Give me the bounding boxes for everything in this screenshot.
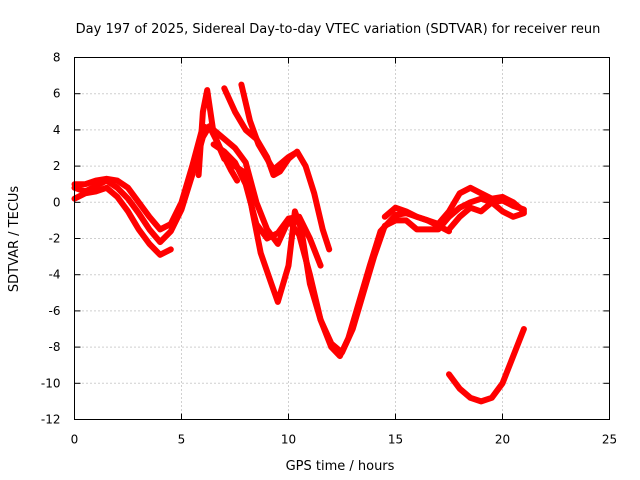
chart-title: Day 197 of 2025, Sidereal Day-to-day VTE… (76, 22, 601, 37)
y-axis-label: SDTVAR / TECUs (7, 186, 22, 293)
y-tick-label: -8 (49, 340, 61, 354)
series-line-track-g (210, 141, 324, 269)
series-line-track-f (238, 81, 298, 173)
y-tick-label: 4 (53, 123, 61, 137)
y-tick-label: 8 (53, 51, 61, 65)
y-tick-labels: -12 -10 -8 -6 -4 -2 0 2 4 6 8 (41, 51, 61, 427)
x-tick-label: 15 (388, 433, 403, 447)
y-tick-label: -10 (41, 376, 61, 390)
x-tick-label: 5 (178, 433, 186, 447)
x-tick-label: 10 (281, 433, 296, 447)
x-tick-label: 20 (495, 433, 510, 447)
x-tick-labels: 0 5 10 15 20 25 (71, 433, 617, 447)
series-group (71, 81, 527, 405)
x-axis-label: GPS time / hours (286, 459, 395, 474)
y-tick-label: -6 (49, 304, 61, 318)
grid (74, 57, 610, 420)
y-tick-label: 0 (53, 195, 61, 209)
x-tick-label: 25 (602, 433, 617, 447)
series-line-track-h (446, 326, 527, 405)
y-tick-label: 6 (53, 87, 61, 101)
series-line-track-j (381, 204, 452, 235)
y-tick-label: -4 (49, 268, 61, 282)
y-tick-label: -12 (41, 413, 61, 427)
ticks (74, 57, 610, 420)
series-line-track-d (195, 87, 241, 184)
series-line-track-b (71, 184, 174, 258)
series-line-track-e (221, 85, 333, 253)
series-line-track-i (446, 199, 527, 233)
y-tick-label: 2 (53, 159, 61, 173)
y-tick-label: -2 (49, 232, 61, 246)
x-tick-label: 0 (71, 433, 79, 447)
series-line-track-c (71, 123, 527, 360)
series-line-track-a (71, 123, 527, 356)
